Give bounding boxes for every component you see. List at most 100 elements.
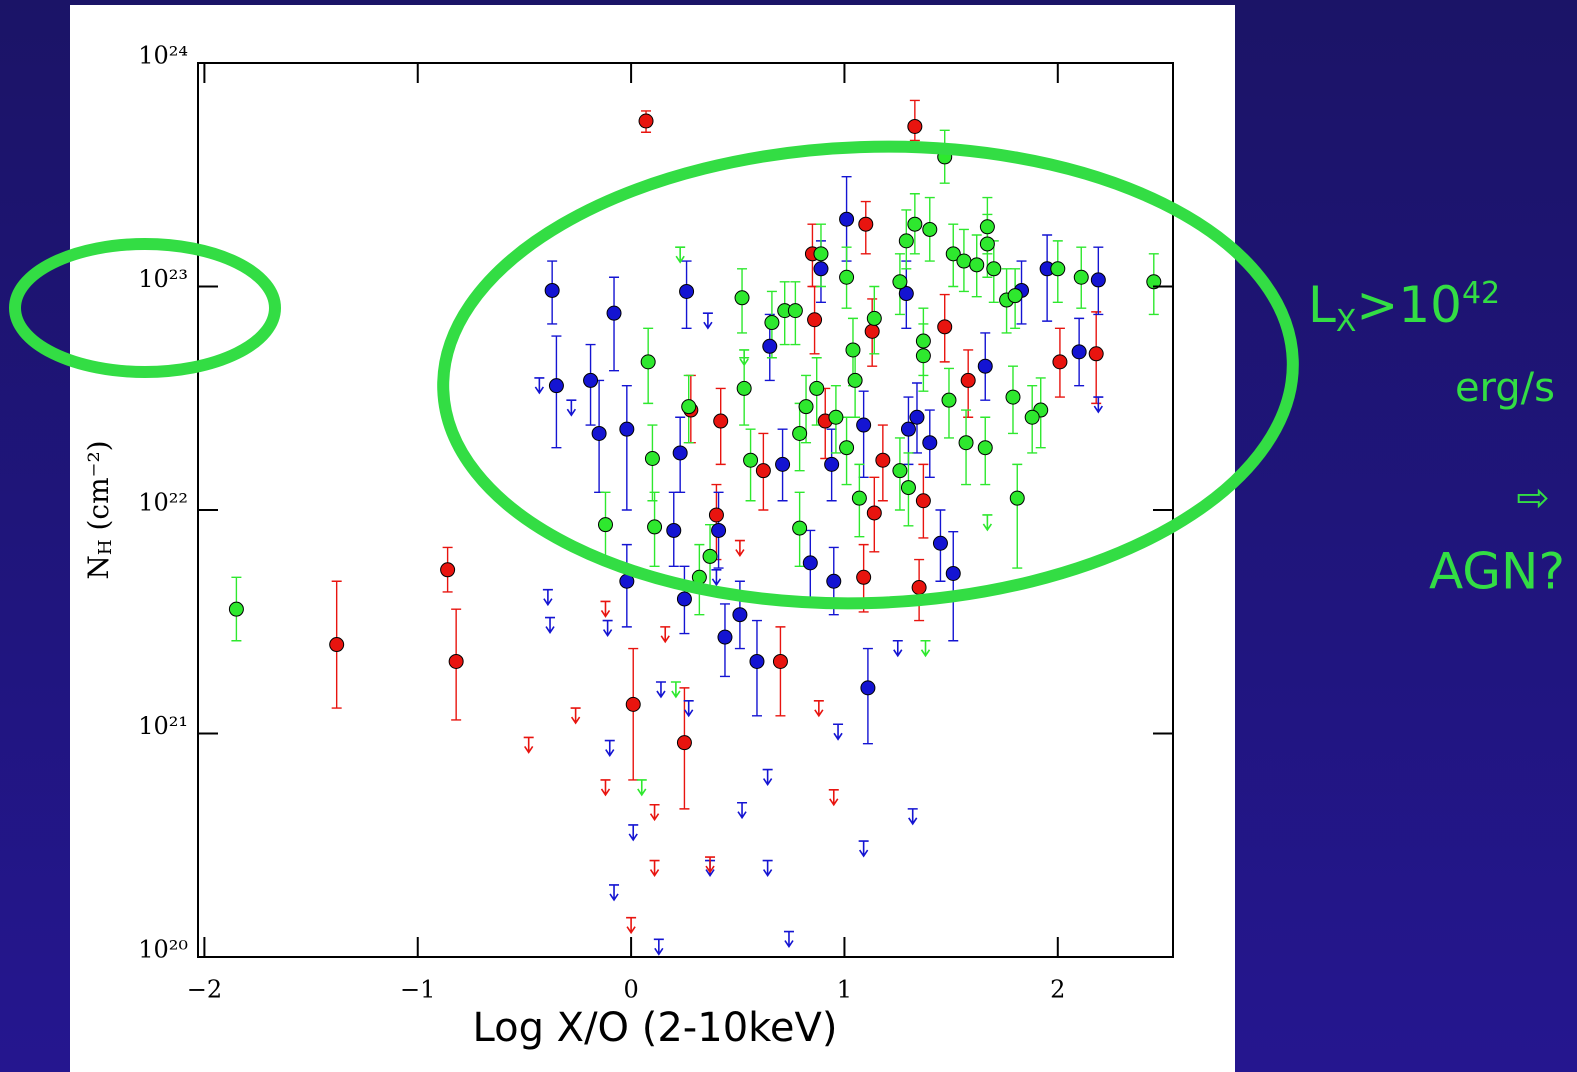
upper-limit-arrow: [566, 399, 577, 417]
data-point: [640, 354, 656, 370]
upper-limit-arrow: [683, 700, 694, 718]
data-point: [932, 535, 948, 551]
data-point: [856, 569, 872, 585]
upper-limit-arrow: [660, 626, 671, 644]
data-point: [666, 522, 682, 538]
data-point: [734, 290, 750, 306]
y-label-main: N: [82, 555, 115, 580]
data-point: [792, 520, 808, 536]
upper-limit-arrow: [858, 840, 869, 858]
y-label-sub: H: [95, 539, 116, 555]
upper-limit-arrow: [626, 916, 637, 935]
upper-limit-arrow: [705, 856, 716, 874]
error-bar: [621, 384, 632, 511]
data-point: [672, 445, 688, 461]
highlight-ellipse: [9, 238, 281, 378]
data-point: [900, 480, 916, 496]
data-point: [544, 282, 560, 298]
y-tick-label: 10²³: [138, 265, 188, 293]
data-point: [591, 425, 607, 441]
data-point: [711, 522, 727, 538]
upper-limit-arrow: [675, 246, 686, 264]
data-point: [717, 629, 733, 645]
data-point: [813, 246, 829, 262]
data-point: [922, 435, 938, 451]
data-point: [945, 246, 961, 262]
x-tick-label: 2: [1050, 976, 1065, 1004]
data-point: [828, 409, 844, 425]
data-point: [792, 425, 808, 441]
annotation-luminosity: LX>1042: [1308, 276, 1500, 339]
data-point: [755, 463, 771, 479]
data-point: [606, 305, 622, 321]
data-point: [448, 653, 464, 669]
data-point: [743, 452, 759, 468]
data-point: [762, 338, 778, 354]
data-point: [1050, 261, 1066, 277]
data-point: [979, 219, 995, 235]
data-point: [847, 372, 863, 388]
ann-sup: 42: [1462, 276, 1500, 311]
upper-limit-arrow: [649, 803, 660, 822]
data-point: [839, 440, 855, 456]
error-bar: [1012, 463, 1023, 569]
data-point: [732, 607, 748, 623]
data-point: [937, 319, 953, 335]
ann-gt: >10: [1356, 276, 1462, 334]
data-point: [1071, 344, 1087, 360]
data-point: [1009, 490, 1025, 506]
upper-limit-arrow: [628, 824, 639, 842]
error-bar: [775, 626, 786, 717]
data-point: [979, 236, 995, 252]
upper-limit-arrow: [545, 616, 556, 635]
data-point: [977, 358, 993, 374]
y-label-rest: (cm⁻²): [82, 440, 115, 539]
data-point: [1007, 288, 1023, 304]
x-axis-label: Log X/O (2-10keV): [473, 1005, 838, 1051]
upper-limit-arrow: [649, 859, 660, 878]
data-point: [839, 211, 855, 227]
upper-limit-arrow: [534, 377, 545, 395]
data-point: [866, 505, 882, 521]
data-point: [907, 216, 923, 232]
upper-limit-arrow: [833, 723, 844, 741]
data-point: [681, 399, 697, 415]
data-point: [958, 435, 974, 451]
upper-limit-arrow: [602, 619, 613, 638]
error-bar: [1042, 234, 1053, 322]
data-point: [807, 312, 823, 328]
upper-limit-arrow: [982, 514, 993, 532]
error-bar: [862, 647, 873, 745]
data-point: [802, 555, 818, 571]
y-axis-label: NH (cm⁻²): [82, 440, 117, 579]
data-point: [775, 456, 791, 472]
data-point: [856, 417, 872, 433]
upper-limit-arrow: [1093, 396, 1104, 414]
data-point: [960, 372, 976, 388]
data-point: [900, 421, 916, 437]
data-point: [764, 315, 780, 331]
ann-sub: X: [1336, 304, 1357, 339]
upper-limit-arrow: [711, 569, 722, 587]
data-point: [956, 253, 972, 269]
data-point: [619, 421, 635, 437]
x-tick-label: 1: [837, 976, 852, 1004]
annotation-agn: AGN?: [1429, 543, 1565, 601]
data-point: [713, 413, 729, 429]
annotation-unit: erg/s: [1455, 365, 1555, 411]
data-point: [1005, 389, 1021, 405]
data-point: [1024, 409, 1040, 425]
data-point: [915, 493, 931, 509]
data-point: [915, 333, 931, 349]
data-point: [676, 591, 692, 607]
upper-limit-arrow: [653, 938, 664, 956]
data-point: [945, 565, 961, 581]
error-bar: [628, 647, 639, 781]
upper-limit-arrow: [670, 681, 681, 699]
data-point: [941, 392, 957, 408]
data-point: [986, 261, 1002, 277]
data-point: [638, 113, 654, 129]
data-point: [892, 463, 908, 479]
